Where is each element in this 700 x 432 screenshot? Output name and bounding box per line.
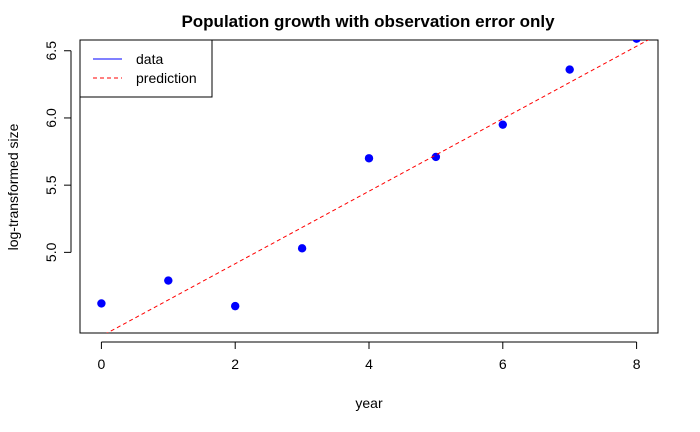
plot-content [97, 40, 650, 333]
y-tick-label: 5.0 [43, 242, 59, 262]
data-point [498, 120, 507, 129]
prediction-line [106, 40, 650, 333]
y-tick-label: 5.5 [43, 175, 59, 195]
x-axis: 0 2 4 6 8 [98, 341, 641, 372]
y-axis: 5.0 5.5 6.0 6.5 [43, 41, 72, 262]
data-point [297, 244, 307, 253]
y-tick-label: 6.5 [43, 41, 59, 61]
legend-box [79, 39, 213, 98]
x-axis-label: year [355, 395, 383, 411]
x-tick-label: 0 [98, 356, 106, 372]
plot-frame [79, 39, 659, 334]
legend-label-data: data [136, 51, 163, 67]
y-tick-label: 6.0 [43, 108, 59, 128]
y-axis-label: log-transformed size [5, 123, 21, 250]
data-point [231, 301, 240, 311]
chart-title: Population growth with observation error… [181, 12, 555, 31]
data-point [164, 276, 173, 285]
x-tick-label: 4 [365, 356, 373, 372]
x-tick-label: 8 [633, 356, 641, 372]
data-point [632, 40, 641, 43]
x-tick-label: 2 [231, 356, 239, 372]
legend-label-prediction: prediction [136, 70, 197, 86]
legend: data prediction [79, 39, 213, 98]
x-tick-label: 6 [499, 356, 507, 372]
data-point [97, 299, 106, 308]
data-point [364, 154, 374, 163]
data-point [431, 152, 441, 162]
data-point [565, 65, 574, 74]
